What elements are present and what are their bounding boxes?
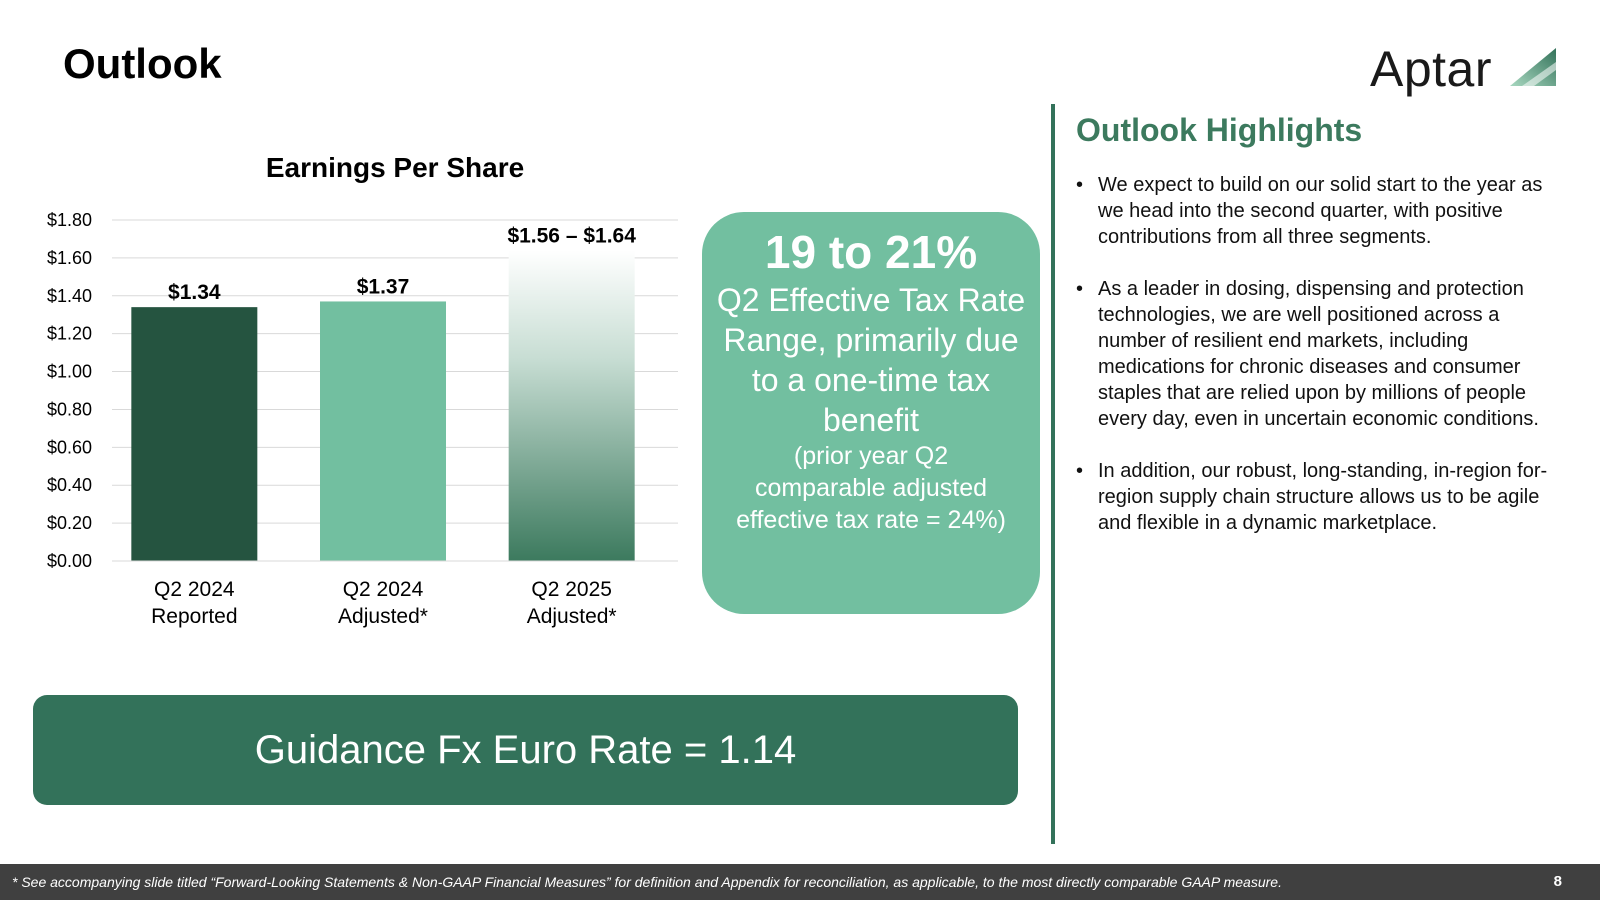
tax-rate-subhead: Q2 Effective Tax Rate Range, primarily d…	[716, 282, 1026, 438]
chart-title: Earnings Per Share	[265, 152, 525, 183]
highlights-title: Outlook Highlights	[1076, 112, 1363, 148]
y-tick-label: $1.00	[47, 362, 92, 382]
x-tick-label: Adjusted*	[527, 605, 617, 628]
footer-bar: * See accompanying slide titled “Forward…	[0, 864, 1600, 900]
y-tick-label: $1.20	[47, 324, 92, 344]
data-label: $1.34	[168, 281, 221, 304]
aptar-logo: Aptar	[1370, 40, 1560, 104]
x-tick-label: Q2 2024	[343, 578, 424, 601]
x-tick-label: Q2 2025	[531, 578, 612, 601]
data-label: $1.56 – $1.64	[507, 224, 636, 247]
highlight-item: We expect to build on our solid start to…	[1076, 172, 1556, 250]
eps-chart-area: $0.00 $0.20 $0.40 $0.60 $0.80 $1.00 $1.20 $1.40…	[20, 140, 680, 640]
y-tick-label: $0.60	[47, 437, 92, 457]
fx-guidance-banner: Guidance Fx Euro Rate = 1.14	[33, 695, 1018, 805]
fx-guidance-text: Guidance Fx Euro Rate = 1.14	[254, 727, 797, 772]
vertical-divider	[1051, 104, 1055, 844]
highlight-item: In addition, our robust, long-standing, …	[1076, 458, 1556, 536]
x-tick-label: Reported	[151, 605, 237, 628]
logo-leaf-icon	[1510, 48, 1556, 86]
bar	[508, 250, 635, 562]
page-number: 8	[1553, 873, 1562, 890]
logo-wordmark: Aptar	[1370, 41, 1493, 97]
x-tick-label: Adjusted*	[338, 605, 428, 628]
footer-note: * See accompanying slide titled “Forward…	[12, 874, 1282, 890]
y-tick-label: $1.80	[47, 210, 92, 230]
y-tick-label: $0.00	[47, 551, 92, 571]
eps-bar-chart: $0.00 $0.20 $0.40 $0.60 $0.80 $1.00 $1.20 $1.40…	[47, 210, 678, 628]
y-tick-label: $0.20	[47, 513, 92, 533]
bar	[320, 301, 446, 561]
x-tick-label: Q2 2024	[154, 578, 235, 601]
highlights-list: We expect to build on our solid start to…	[1076, 172, 1556, 562]
tax-rate-note: (prior year Q2 comparable adjusted effec…	[736, 442, 1006, 534]
y-tick-label: $1.60	[47, 248, 92, 268]
y-tick-label: $0.40	[47, 475, 92, 495]
y-tick-label: $0.80	[47, 399, 92, 419]
tax-rate-callout: 19 to 21% Q2 Effective Tax Rate Range, p…	[702, 212, 1040, 614]
tax-rate-headline: 19 to 21%	[764, 226, 978, 278]
page-title: Outlook	[63, 40, 222, 87]
bar	[131, 307, 258, 561]
y-tick-label: $1.40	[47, 286, 92, 306]
highlight-item: As a leader in dosing, dispensing and pr…	[1076, 276, 1556, 432]
data-label: $1.37	[357, 275, 410, 298]
